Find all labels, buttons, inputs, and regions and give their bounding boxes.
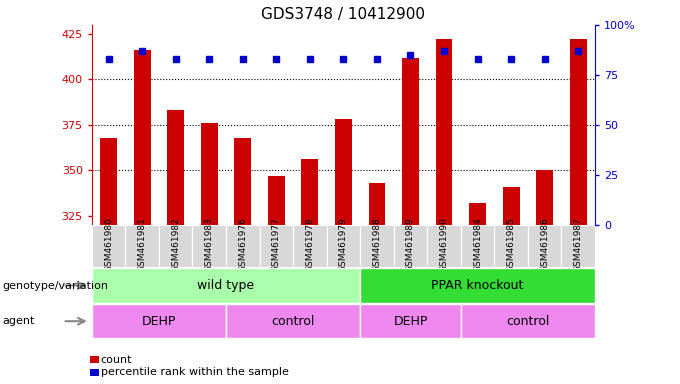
- Bar: [201, 123, 218, 225]
- Text: control: control: [271, 315, 315, 328]
- Bar: [159, 225, 192, 267]
- Bar: [226, 225, 260, 267]
- Bar: [494, 225, 528, 267]
- Text: GSM461987: GSM461987: [574, 217, 583, 272]
- Bar: [360, 304, 461, 338]
- Text: DEHP: DEHP: [393, 315, 428, 328]
- Bar: [469, 203, 486, 225]
- Text: GSM461990: GSM461990: [439, 217, 449, 272]
- Bar: [503, 187, 520, 225]
- Text: GSM461985: GSM461985: [507, 217, 515, 272]
- Text: GSM461984: GSM461984: [473, 218, 482, 272]
- Bar: [360, 268, 595, 303]
- Bar: [92, 304, 226, 338]
- Bar: [226, 304, 360, 338]
- Text: GSM461986: GSM461986: [540, 217, 549, 272]
- Bar: [402, 58, 419, 225]
- Text: GSM461981: GSM461981: [137, 217, 147, 272]
- Bar: [570, 40, 587, 225]
- Bar: [427, 225, 461, 267]
- Text: DEHP: DEHP: [141, 315, 176, 328]
- Bar: [394, 225, 427, 267]
- Bar: [293, 225, 326, 267]
- Text: control: control: [506, 315, 549, 328]
- Text: GSM461982: GSM461982: [171, 218, 180, 272]
- Text: genotype/variation: genotype/variation: [2, 280, 108, 291]
- Bar: [528, 225, 562, 267]
- Bar: [326, 225, 360, 267]
- Bar: [562, 225, 595, 267]
- Bar: [235, 137, 251, 225]
- Text: GSM461979: GSM461979: [339, 217, 348, 272]
- Bar: [461, 304, 595, 338]
- Bar: [92, 225, 125, 267]
- Bar: [192, 225, 226, 267]
- Bar: [537, 170, 553, 225]
- Text: percentile rank within the sample: percentile rank within the sample: [101, 367, 288, 377]
- Text: GSM461983: GSM461983: [205, 217, 214, 272]
- Bar: [360, 225, 394, 267]
- Text: wild type: wild type: [197, 279, 254, 292]
- Text: count: count: [101, 355, 132, 365]
- Bar: [461, 225, 494, 267]
- Bar: [125, 225, 159, 267]
- Text: GSM461988: GSM461988: [373, 217, 381, 272]
- Bar: [260, 225, 293, 267]
- Bar: [92, 268, 360, 303]
- Bar: [134, 50, 150, 225]
- Bar: [335, 119, 352, 225]
- Text: GSM461989: GSM461989: [406, 217, 415, 272]
- Text: PPAR knockout: PPAR knockout: [431, 279, 524, 292]
- Text: GSM461976: GSM461976: [238, 217, 248, 272]
- Text: agent: agent: [2, 316, 35, 326]
- Title: GDS3748 / 10412900: GDS3748 / 10412900: [261, 7, 426, 22]
- Bar: [436, 40, 452, 225]
- Bar: [268, 175, 285, 225]
- Bar: [100, 137, 117, 225]
- Bar: [369, 183, 386, 225]
- Bar: [301, 159, 318, 225]
- Text: GSM461977: GSM461977: [272, 217, 281, 272]
- Bar: [167, 110, 184, 225]
- Text: GSM461980: GSM461980: [104, 217, 113, 272]
- Text: GSM461978: GSM461978: [305, 217, 314, 272]
